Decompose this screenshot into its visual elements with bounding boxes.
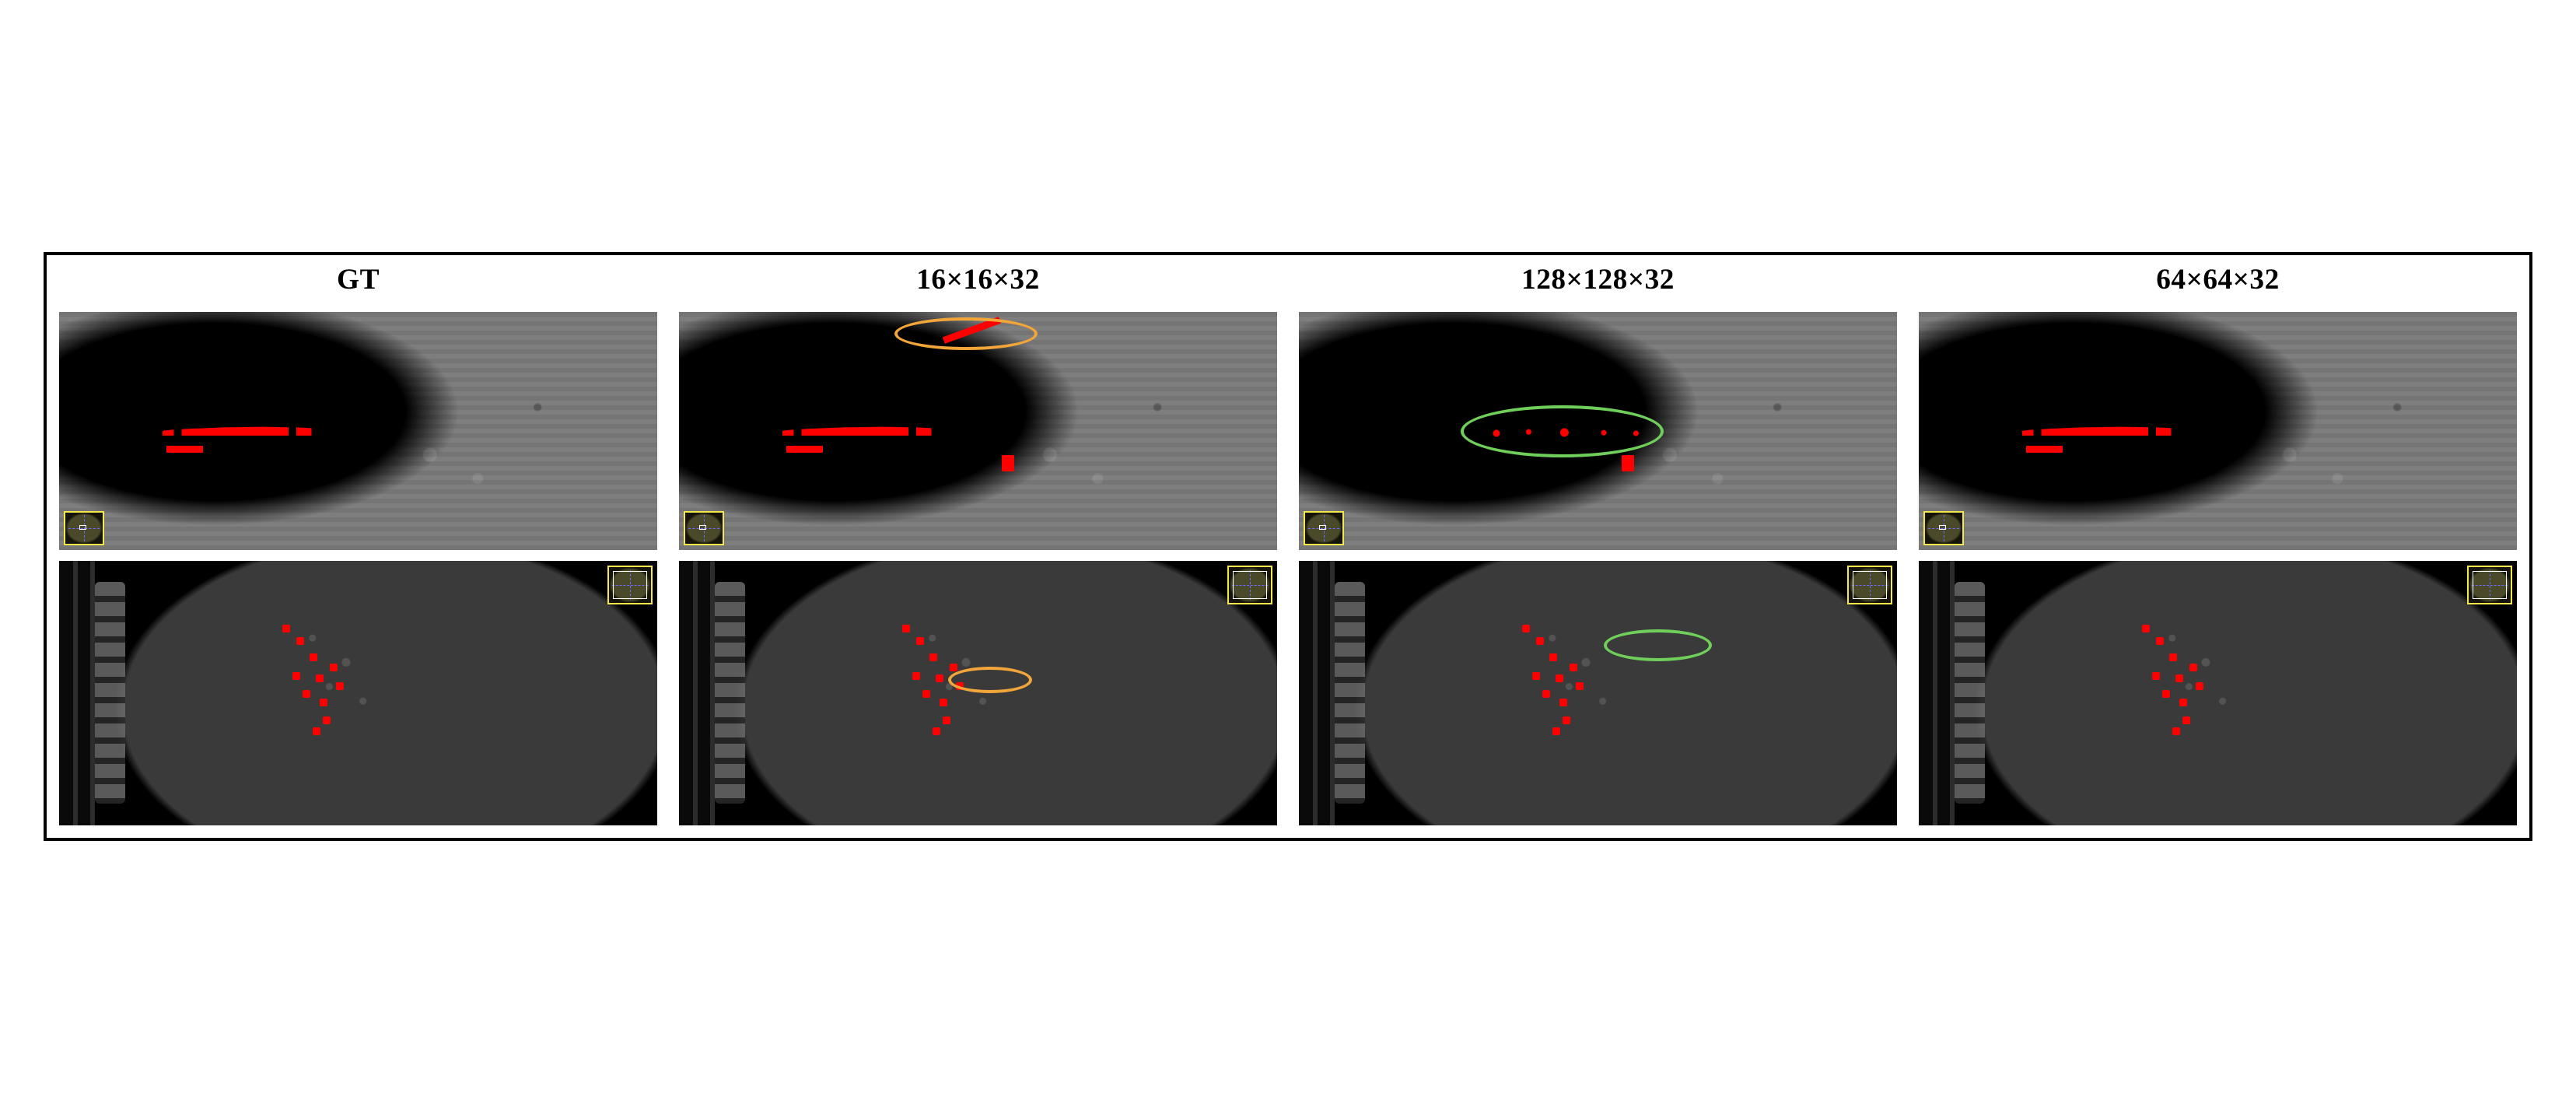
reference-thumbnail bbox=[684, 511, 724, 545]
thumbnail-roi-box bbox=[2473, 571, 2506, 600]
col-header-128: 128×128×32 bbox=[1299, 263, 1897, 301]
segmentation-dots bbox=[1502, 614, 1669, 746]
figure-frame: GT 16×16×32 128×128×32 64×64×32 bbox=[44, 252, 2532, 840]
col-header-64: 64×64×32 bbox=[1919, 263, 2517, 301]
segmentation-dot bbox=[936, 674, 943, 682]
segmentation-dot bbox=[2196, 682, 2203, 690]
segmentation-dots bbox=[2122, 614, 2289, 746]
panel-bottom-gt bbox=[59, 561, 657, 825]
thumbnail-roi-box bbox=[1319, 525, 1326, 530]
segmentation-overlay-sparse bbox=[1479, 426, 1658, 440]
reference-thumbnail bbox=[1847, 566, 1892, 604]
reference-thumbnail bbox=[1304, 511, 1344, 545]
thumbnail-roi-box bbox=[1233, 571, 1266, 600]
segmentation-dot bbox=[933, 727, 940, 735]
segmentation-dot bbox=[1522, 625, 1530, 632]
reference-thumbnail bbox=[607, 566, 653, 604]
segmentation-dot bbox=[1556, 674, 1563, 682]
segmentation-dot bbox=[1536, 637, 1544, 645]
segmentation-dot bbox=[303, 690, 310, 698]
segmentation-overlay bbox=[2026, 446, 2062, 453]
segmentation-dot bbox=[940, 699, 947, 706]
ct-crop-texture bbox=[59, 312, 657, 550]
segmentation-dot bbox=[929, 653, 937, 661]
segmentation-dot bbox=[2179, 699, 2187, 706]
thumbnail-roi-box bbox=[79, 525, 86, 530]
segmentation-dot bbox=[282, 625, 290, 632]
segmentation-dot bbox=[2162, 690, 2170, 698]
thumbnail-roi-box bbox=[699, 525, 706, 530]
segmentation-dot bbox=[2175, 674, 2183, 682]
segmentation-dot bbox=[902, 625, 910, 632]
segmentation-dot bbox=[1563, 716, 1570, 724]
reference-thumbnail bbox=[2467, 566, 2512, 604]
segmentation-dot bbox=[1570, 664, 1577, 671]
reference-thumbnail bbox=[64, 511, 104, 545]
segmentation-dot bbox=[922, 690, 930, 698]
segmentation-dot bbox=[336, 682, 344, 690]
segmentation-dot bbox=[310, 653, 317, 661]
segmentation-dot bbox=[316, 674, 324, 682]
segmentation-dot bbox=[2182, 716, 2190, 724]
segmentation-overlay bbox=[786, 446, 822, 453]
segmentation-dot bbox=[1559, 699, 1567, 706]
panel-bottom-64 bbox=[1919, 561, 2517, 825]
thumbnail-roi-box bbox=[613, 571, 646, 600]
segmentation-dot bbox=[912, 672, 920, 680]
segmentation-dots bbox=[262, 614, 429, 746]
segmentation-dot bbox=[1552, 727, 1560, 735]
panel-bottom-128 bbox=[1299, 561, 1897, 825]
segmentation-dot bbox=[950, 664, 957, 671]
segmentation-dot bbox=[296, 637, 304, 645]
panel-top-64 bbox=[1919, 312, 2517, 550]
segmentation-dot bbox=[313, 727, 320, 735]
panel-top-128 bbox=[1299, 312, 1897, 550]
segmentation-dot bbox=[2152, 672, 2160, 680]
reference-thumbnail bbox=[1227, 566, 1272, 604]
segmentation-dots bbox=[882, 614, 1049, 746]
segmentation-dot bbox=[943, 716, 950, 724]
segmentation-dot bbox=[1576, 682, 1584, 690]
segmentation-dot bbox=[1532, 672, 1540, 680]
segmentation-dot bbox=[2172, 727, 2180, 735]
segmentation-dot bbox=[1542, 690, 1550, 698]
panel-top-16 bbox=[679, 312, 1277, 550]
col-header-gt: GT bbox=[59, 263, 657, 301]
segmentation-overlay bbox=[166, 446, 202, 453]
reference-thumbnail bbox=[1923, 511, 1964, 545]
segmentation-dot bbox=[292, 672, 300, 680]
figure-grid: GT 16×16×32 128×128×32 64×64×32 bbox=[59, 263, 2517, 825]
segmentation-dot bbox=[320, 699, 327, 706]
ct-crop-texture bbox=[1919, 312, 2517, 550]
segmentation-extra-mark bbox=[1002, 455, 1013, 471]
segmentation-dot bbox=[2169, 653, 2177, 661]
ct-crop-texture bbox=[679, 312, 1277, 550]
segmentation-extra-mark bbox=[1622, 455, 1633, 471]
segmentation-dot bbox=[916, 637, 924, 645]
segmentation-dot bbox=[330, 664, 338, 671]
segmentation-dot bbox=[2189, 664, 2197, 671]
segmentation-dot bbox=[323, 716, 331, 724]
col-header-16: 16×16×32 bbox=[679, 263, 1277, 301]
segmentation-dot bbox=[2156, 637, 2164, 645]
panel-bottom-16 bbox=[679, 561, 1277, 825]
thumbnail-roi-box bbox=[1939, 525, 1946, 530]
thumbnail-roi-box bbox=[1853, 571, 1886, 600]
segmentation-dot bbox=[1549, 653, 1557, 661]
panel-top-gt bbox=[59, 312, 657, 550]
segmentation-dot bbox=[2142, 625, 2150, 632]
segmentation-dot bbox=[956, 682, 964, 690]
